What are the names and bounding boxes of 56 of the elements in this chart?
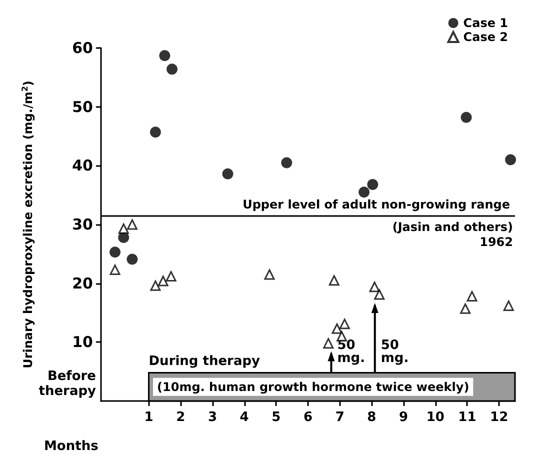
x-tick-label: 8 <box>367 410 376 425</box>
band-label: (10mg. human growth hormone twice weekly) <box>157 380 470 394</box>
point <box>339 318 350 330</box>
point <box>264 269 275 280</box>
ref-line-label: Upper level of adult non-growing range <box>242 198 510 212</box>
point <box>460 303 471 314</box>
y-tick-label: 30 <box>72 216 93 234</box>
annotation: 50 mg. <box>337 338 366 366</box>
y-tick-label: 40 <box>72 156 93 175</box>
point <box>110 264 120 276</box>
point <box>281 157 292 168</box>
point <box>503 300 514 311</box>
point <box>118 223 129 234</box>
x-tick-label: 1 <box>144 410 154 425</box>
point <box>374 289 385 300</box>
point <box>150 126 161 138</box>
point <box>126 254 138 265</box>
x-tick-label: 11 <box>458 410 476 425</box>
y-axis-title: Urinary hydroproxyline excretion (mg./m2) <box>20 80 35 368</box>
point <box>166 64 178 75</box>
point <box>505 154 516 166</box>
annotation: During therapy <box>148 354 261 369</box>
y-tick-label: 50 <box>72 98 93 116</box>
point <box>159 50 170 62</box>
x-tick-label: 6 <box>303 410 313 425</box>
y-tick-label: 60 <box>72 39 93 57</box>
point <box>323 338 334 349</box>
x-tick-label: 10 <box>426 410 444 425</box>
x-tick-label: 9 <box>399 410 408 425</box>
point <box>332 323 342 334</box>
x-tick-label: 3 <box>208 410 217 425</box>
point <box>158 276 168 286</box>
point <box>466 291 478 302</box>
x-tick-label: 12 <box>490 410 508 425</box>
annotation: (Jasin and others) 1962 <box>392 220 513 250</box>
legend-label: Case 2 <box>463 30 508 44</box>
x-tick-label: 7 <box>335 410 344 425</box>
point <box>150 280 161 291</box>
annotation: 50 mg. <box>380 338 409 366</box>
point <box>126 219 138 230</box>
y-tick-label: 10 <box>72 333 93 352</box>
x-tick-label: 5 <box>272 410 281 425</box>
legend-label: Case 1 <box>463 16 508 30</box>
point <box>369 282 380 292</box>
point <box>367 178 378 190</box>
x-tick-label: 4 <box>240 410 249 425</box>
point <box>222 168 234 180</box>
point <box>358 186 370 198</box>
point <box>110 246 121 258</box>
x-tick-label: 2 <box>176 410 186 425</box>
point <box>328 275 340 286</box>
text: Before therapy <box>38 368 97 399</box>
y-tick-label: 20 <box>72 274 93 292</box>
point <box>166 271 176 282</box>
x-axis-title: Months <box>44 439 99 454</box>
point <box>460 112 472 123</box>
